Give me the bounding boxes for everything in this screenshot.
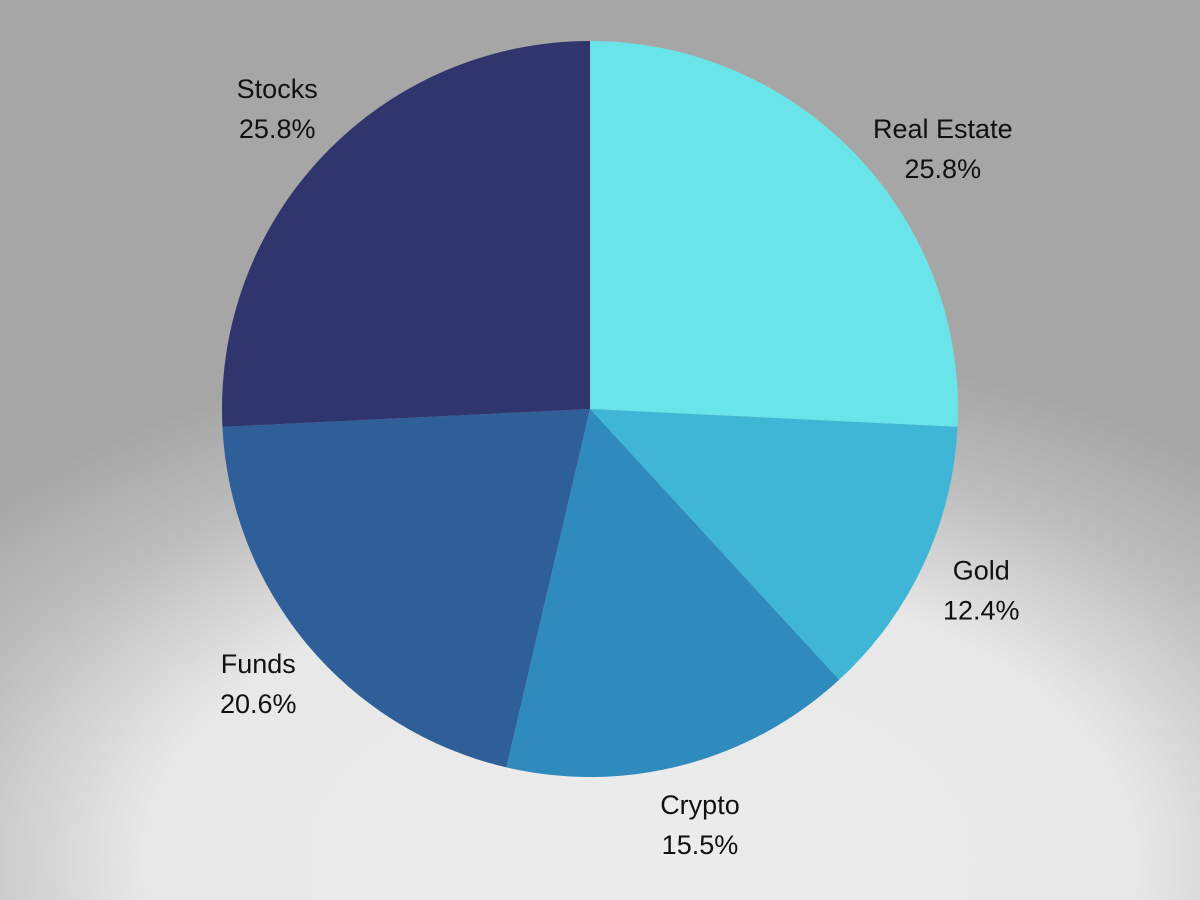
pie-slice (590, 41, 958, 427)
slice-value-label: 12.4% (943, 595, 1020, 625)
pie-slice (221, 41, 590, 427)
slice-label: Gold (953, 555, 1010, 585)
pie-slice (222, 409, 590, 768)
slice-value-label: 20.6% (220, 689, 297, 719)
slice-label: Crypto (660, 790, 740, 820)
slice-value-label: 25.8% (905, 154, 982, 184)
slice-label: Real Estate (873, 114, 1013, 144)
slice-label: Funds (221, 649, 296, 679)
slice-value-label: 15.5% (662, 830, 739, 860)
pie-slice (506, 409, 840, 777)
slice-label: Stocks (237, 74, 318, 104)
slice-value-label: 25.8% (239, 114, 316, 144)
pie-slice (590, 409, 958, 680)
